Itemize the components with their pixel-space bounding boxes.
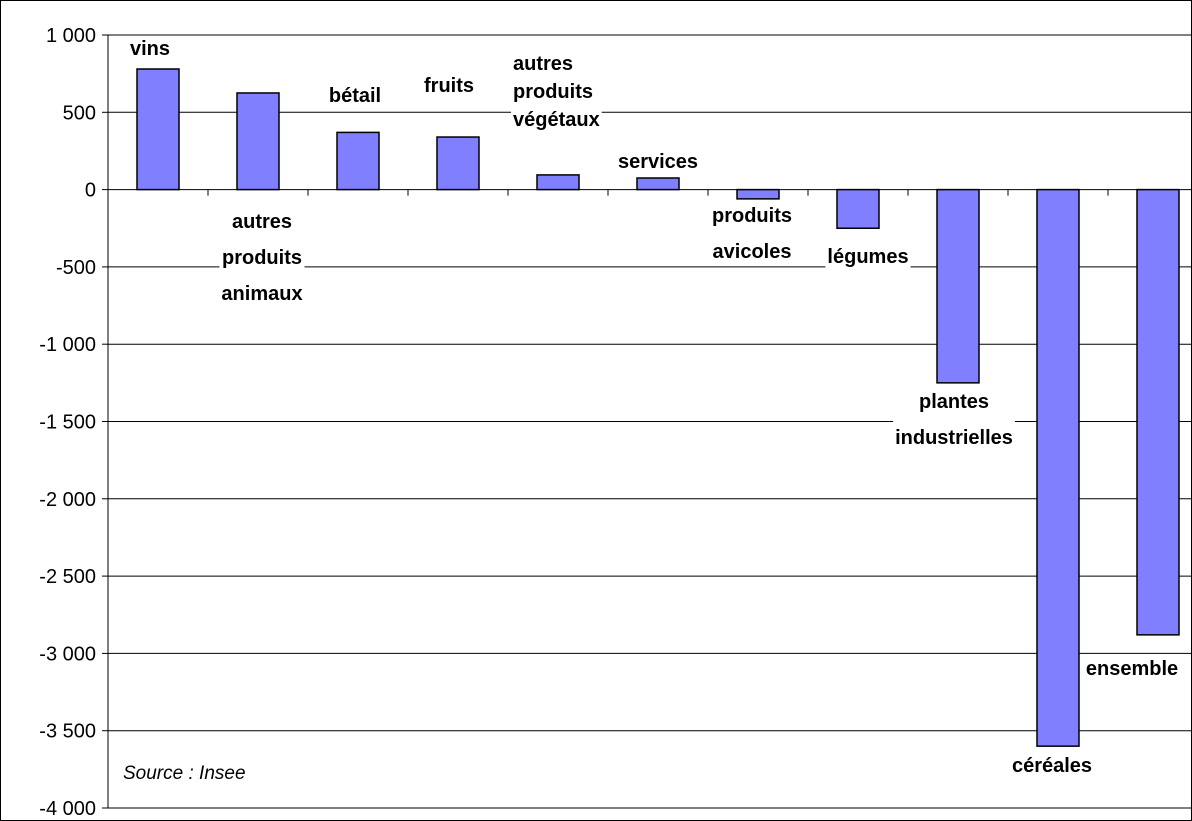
category-label: produits avicoles (710, 204, 794, 264)
y-tick-label: -1 000 (39, 334, 96, 356)
category-labels: vins autres produits animaux bétail fruits aut… (127, 37, 1181, 778)
category-label: légumes (825, 245, 911, 269)
category-label-line: végétaux (513, 109, 600, 131)
category-label-line: autres (513, 53, 573, 75)
category-label-line: vins (130, 38, 170, 60)
category-label: ensemble (1083, 657, 1181, 681)
y-tick-label: 0 (85, 180, 96, 202)
category-label-line: produits (222, 247, 302, 269)
category-label-line: bétail (329, 85, 381, 107)
category-label-line: industrielles (895, 427, 1013, 449)
category-label: autres produits végétaux (511, 52, 602, 132)
bar (736, 188, 780, 200)
bar (836, 188, 880, 230)
category-label: vins (127, 37, 173, 61)
bar (236, 92, 280, 191)
category-label-line: services (618, 151, 698, 173)
category-label-line: produits (712, 205, 792, 227)
category-label-line: produits (513, 81, 593, 103)
y-tick-label: -2 500 (39, 566, 96, 588)
category-label: fruits (422, 74, 476, 98)
bar (536, 174, 580, 191)
category-label-background (422, 74, 476, 98)
bar (336, 131, 380, 191)
y-tick-label: -2 000 (39, 489, 96, 511)
category-label-background (615, 150, 701, 174)
category-label-line: légumes (827, 246, 908, 268)
category-label-line: autres (232, 211, 292, 233)
y-tick-label: -1 500 (39, 412, 96, 434)
category-label-line: ensemble (1086, 658, 1178, 680)
y-tick-labels: 1 000 500 0 -500 -1 000 -1 500 -2 000 -2 500 -3 … (39, 25, 96, 820)
y-tick-label: 500 (63, 102, 96, 124)
category-label: services (615, 150, 701, 174)
bar (936, 188, 980, 384)
bar (636, 177, 680, 191)
category-label-background (825, 245, 911, 269)
category-label-line: animaux (221, 283, 302, 305)
category-label-background (326, 84, 384, 108)
category-label: autres produits animaux (219, 210, 305, 306)
category-label-line: avicoles (713, 241, 792, 263)
y-tick-label: 1 000 (46, 25, 96, 47)
category-label-background (893, 390, 1015, 450)
bar (1036, 188, 1080, 747)
category-label-line: céréales (1012, 755, 1092, 777)
y-tick-label: -4 000 (39, 798, 96, 820)
category-label: céréales (1009, 754, 1095, 778)
category-label-background (1083, 657, 1181, 681)
category-label-background (127, 37, 173, 61)
y-tick-label: -500 (56, 257, 96, 279)
category-label-line: plantes (919, 391, 989, 413)
category-label-background (710, 204, 794, 264)
bar (436, 136, 480, 191)
bar (136, 68, 180, 191)
y-tick-label: -3 000 (39, 643, 96, 665)
category-label-background (1009, 754, 1095, 778)
bar (1136, 188, 1180, 636)
category-label-line: fruits (424, 75, 474, 97)
category-label: plantes industrielles (893, 390, 1015, 450)
category-label-background (219, 210, 305, 306)
y-tick-label: -3 500 (39, 721, 96, 743)
source-note: Source : Insee (123, 763, 246, 784)
category-label: bétail (326, 84, 384, 108)
category-label-background (511, 52, 602, 132)
